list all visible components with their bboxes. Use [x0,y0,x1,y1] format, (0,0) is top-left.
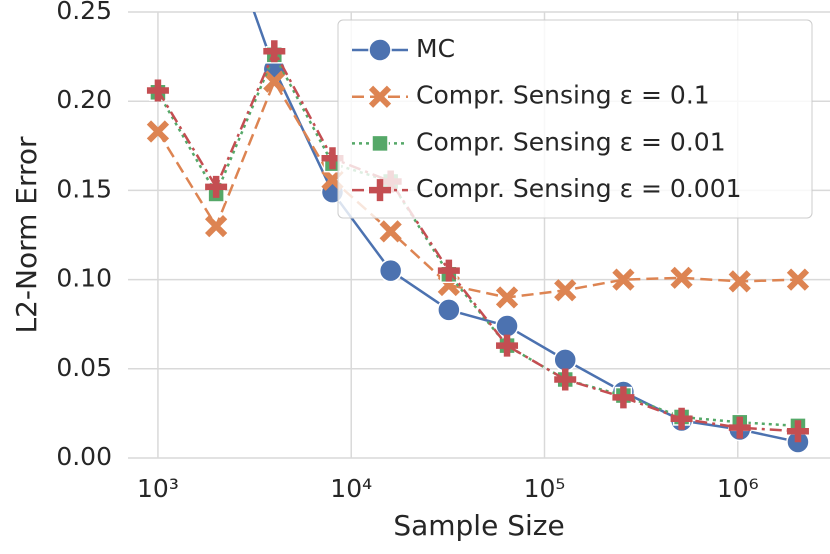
y-tick-label: 0.10 [56,264,112,293]
marker [612,268,635,291]
marker [786,420,809,443]
legend-label: Compr. Sensing ε = 0.1 [416,81,710,110]
y-tick-label: 0.05 [56,353,112,382]
x-tick-label: 10⁶ [717,474,759,503]
x-tick-label: 10³ [137,474,179,503]
marker [554,279,577,302]
legend-marker [368,85,392,108]
y-tick-label: 0.15 [56,174,112,203]
legend: MC Compr. Sensing ε = 0.1 Compr. Sensing ε… [337,19,813,219]
marker [496,334,519,357]
marker [670,266,693,289]
marker [612,386,635,409]
legend-marker [368,38,392,62]
marker [263,70,286,93]
marker [728,416,751,439]
marker [146,79,169,102]
y-tick-label: 0.20 [56,85,112,114]
marker [728,270,751,293]
x-tick-label: 10⁵ [524,474,566,503]
legend-label: Compr. Sensing ε = 0.001 [416,174,742,203]
legend-box [337,19,813,219]
series-line [156,78,798,299]
x-tick-label: 10⁴ [330,474,372,503]
legend-marker [369,179,391,202]
x-axis-label: Sample Size [393,509,564,542]
marker [554,368,577,391]
marker [263,40,286,63]
y-tick-label: 0.00 [56,442,112,471]
legend-marker [371,134,389,153]
marker [553,348,577,372]
marker [495,286,519,309]
marker [379,220,402,243]
marker [437,298,461,322]
y-axis-label: L2-Norm Error [10,136,43,334]
legend-label: Compr. Sensing ε = 0.01 [416,127,726,156]
legend-label: MC [416,34,455,63]
marker [146,120,170,143]
marker [205,214,228,238]
marker [786,268,810,291]
y-tick-label: 0.25 [56,0,112,25]
marker [205,175,228,198]
plot-area [146,12,810,454]
marker [378,258,403,283]
marker [437,259,460,282]
series-line [156,48,799,433]
marker [670,407,693,430]
